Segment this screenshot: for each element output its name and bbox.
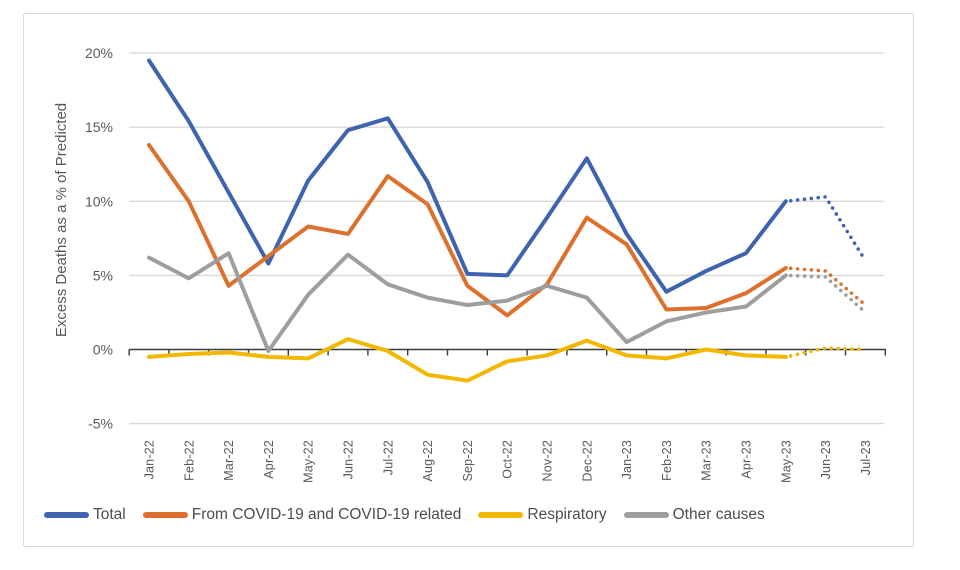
- series-projection-respiratory: [783, 346, 868, 359]
- y-tick-label: 0%: [93, 342, 113, 358]
- y-tick-label: 15%: [85, 119, 113, 135]
- x-tick-label: May-22: [302, 440, 316, 483]
- x-axis: [128, 348, 886, 356]
- x-tick-label: Jul-22: [381, 440, 395, 475]
- x-tick-label: Aug-22: [421, 440, 435, 482]
- legend-item-covid: From COVID-19 and COVID-19 related: [142, 506, 462, 524]
- data-series-lines: [147, 58, 868, 383]
- series-line-total: [147, 58, 788, 294]
- x-tick-label: Apr-22: [262, 440, 276, 479]
- x-tick-label: Jun-23: [819, 440, 833, 479]
- legend-item-total: Total: [44, 506, 126, 524]
- x-tick-label: Sep-22: [461, 440, 475, 482]
- legend: Total From COVID-19 and COVID-19 related…: [44, 506, 765, 524]
- x-tick-label: Jan-23: [620, 440, 634, 479]
- series-projection-other-causes: [783, 273, 868, 315]
- legend-label: From COVID-19 and COVID-19 related: [191, 506, 462, 523]
- y-tick-label: -5%: [88, 416, 113, 432]
- gridlines: [129, 52, 884, 425]
- x-tick-label: Feb-23: [660, 440, 674, 481]
- series-projection-total: [783, 195, 868, 263]
- x-tick-label: Mar-23: [700, 440, 714, 481]
- series-line-from-covid-19-and-covid-19-related: [147, 142, 788, 318]
- x-tick-label: Dec-22: [580, 440, 594, 482]
- series-line-other-causes: [147, 251, 788, 353]
- y-tick-label: 5%: [93, 267, 113, 283]
- total-line-swatch: [44, 512, 89, 518]
- y-tick-label: 20%: [85, 45, 113, 61]
- x-tick-label: Apr-23: [740, 440, 754, 479]
- x-tick-label: Feb-22: [182, 440, 196, 481]
- legend-item-respiratory: Respiratory: [478, 506, 607, 524]
- y-axis-title: Excess Deaths as a % of Predicted: [53, 103, 70, 337]
- respiratory-line-swatch: [478, 512, 524, 518]
- x-tick-label: May-23: [779, 440, 793, 483]
- x-tick-label: Jun-22: [342, 440, 356, 479]
- y-axis-tick-labels: 20% 15% 10% 5% 0% -5%: [85, 45, 113, 432]
- legend-label: Respiratory: [527, 506, 607, 523]
- y-tick-label: 10%: [85, 193, 113, 209]
- x-tick-label: Nov-22: [541, 440, 555, 482]
- x-tick-label: Oct-22: [501, 440, 515, 479]
- legend-label: Total: [93, 506, 126, 523]
- covid-line-swatch: [142, 512, 188, 518]
- legend-item-other-causes: Other causes: [623, 506, 765, 524]
- x-axis-tick-labels: Jan-22 Feb-22 Mar-22 Apr-22 May-22 Jun-22 Jul-…: [143, 440, 873, 483]
- x-tick-label: Jul-23: [859, 440, 873, 475]
- series-projection-from-covid-19-and-covid-19-related: [783, 266, 868, 307]
- legend-label: Other causes: [672, 506, 765, 523]
- x-tick-label: Mar-22: [222, 440, 236, 481]
- other-causes-line-swatch: [623, 512, 669, 518]
- series-line-respiratory: [147, 337, 788, 383]
- x-tick-label: Jan-22: [143, 440, 157, 479]
